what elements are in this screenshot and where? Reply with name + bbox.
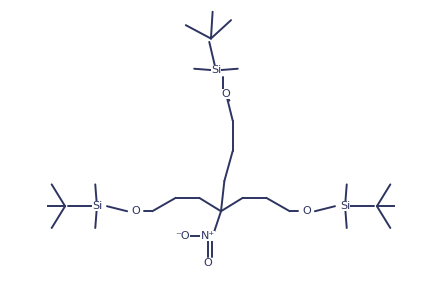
Text: O: O — [131, 206, 140, 216]
Text: Si: Si — [211, 66, 221, 76]
Text: ⁻O: ⁻O — [175, 231, 190, 241]
Text: Si: Si — [340, 201, 350, 211]
Text: O: O — [221, 89, 230, 99]
Text: O: O — [302, 206, 311, 216]
Text: O: O — [203, 258, 212, 268]
Text: N⁺: N⁺ — [201, 231, 215, 241]
Text: Si: Si — [92, 201, 102, 211]
